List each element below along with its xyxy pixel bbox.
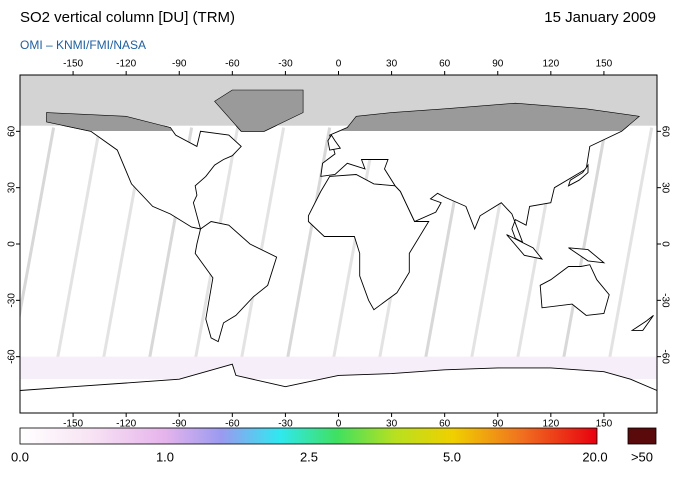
lon-label-bottom: 60 (439, 419, 451, 430)
colorbar-label: 2.5 (300, 449, 318, 464)
lon-label-top: -120 (116, 59, 136, 70)
land (327, 134, 342, 151)
lon-label-top: 90 (492, 59, 504, 70)
land (567, 163, 589, 187)
lon-label-bottom: 90 (492, 419, 504, 430)
lat-label-left: 30 (7, 182, 18, 194)
lat-label-right: 30 (659, 182, 670, 194)
lon-label-bottom: 0 (336, 419, 342, 430)
land (568, 247, 606, 264)
lon-label-top: -60 (225, 59, 240, 70)
lat-label-right: -60 (659, 349, 670, 364)
lon-label-bottom: 120 (542, 419, 559, 430)
colorbar-label: 5.0 (443, 449, 461, 464)
lat-label-left: -30 (7, 293, 18, 308)
land (46, 112, 242, 230)
lat-label-left: -60 (7, 349, 18, 364)
lon-label-top: 120 (542, 59, 559, 70)
land (20, 363, 657, 413)
land (338, 102, 641, 131)
orbit-swath (331, 127, 378, 361)
lat-label-right: 60 (659, 126, 670, 138)
colorbar-overflow (627, 427, 657, 445)
colorbar-label: 1.0 (156, 449, 174, 464)
lon-label-bottom: 150 (596, 419, 613, 430)
polar-land (46, 89, 641, 131)
title: SO2 vertical column [DU] (TRM) (20, 9, 235, 26)
colorbar-label: >50 (631, 449, 653, 464)
lat-label-left: 0 (7, 241, 18, 247)
map (20, 75, 657, 413)
orbit-swath (239, 127, 286, 361)
date: 15 January 2009 (544, 9, 656, 26)
lat-label-right: 0 (659, 241, 670, 247)
lon-label-top: 150 (596, 59, 613, 70)
lon-label-top: -150 (63, 59, 83, 70)
orbit-swath (607, 127, 654, 361)
lat-label-right: -30 (659, 293, 670, 308)
land (194, 221, 278, 343)
land (46, 112, 201, 131)
subtitle: OMI – KNMI/FMI/NASA (20, 38, 146, 52)
lon-label-bottom: 30 (386, 419, 398, 430)
orbit-swath (55, 127, 102, 361)
orbit-swath (561, 127, 608, 361)
lon-label-bottom: -30 (278, 419, 293, 430)
lat-label-left: 60 (7, 125, 18, 137)
lon-label-top: 60 (439, 59, 451, 70)
colorbar (19, 427, 598, 445)
lon-label-top: -90 (172, 59, 187, 70)
lon-label-bottom: -60 (225, 419, 240, 430)
land (630, 315, 654, 331)
colorbar-label: 0.0 (11, 449, 29, 464)
lon-label-bottom: -120 (116, 419, 136, 430)
lon-label-top: 30 (386, 59, 398, 70)
lon-label-top: 0 (336, 59, 342, 70)
land (539, 264, 610, 316)
lon-label-bottom: -90 (172, 419, 187, 430)
lon-label-bottom: -150 (63, 419, 83, 430)
land (214, 89, 304, 131)
colorbar-label: 20.0 (582, 449, 607, 464)
orbit-swath (20, 127, 56, 321)
land (506, 234, 544, 260)
land (307, 174, 430, 311)
lon-label-top: -30 (278, 59, 293, 70)
